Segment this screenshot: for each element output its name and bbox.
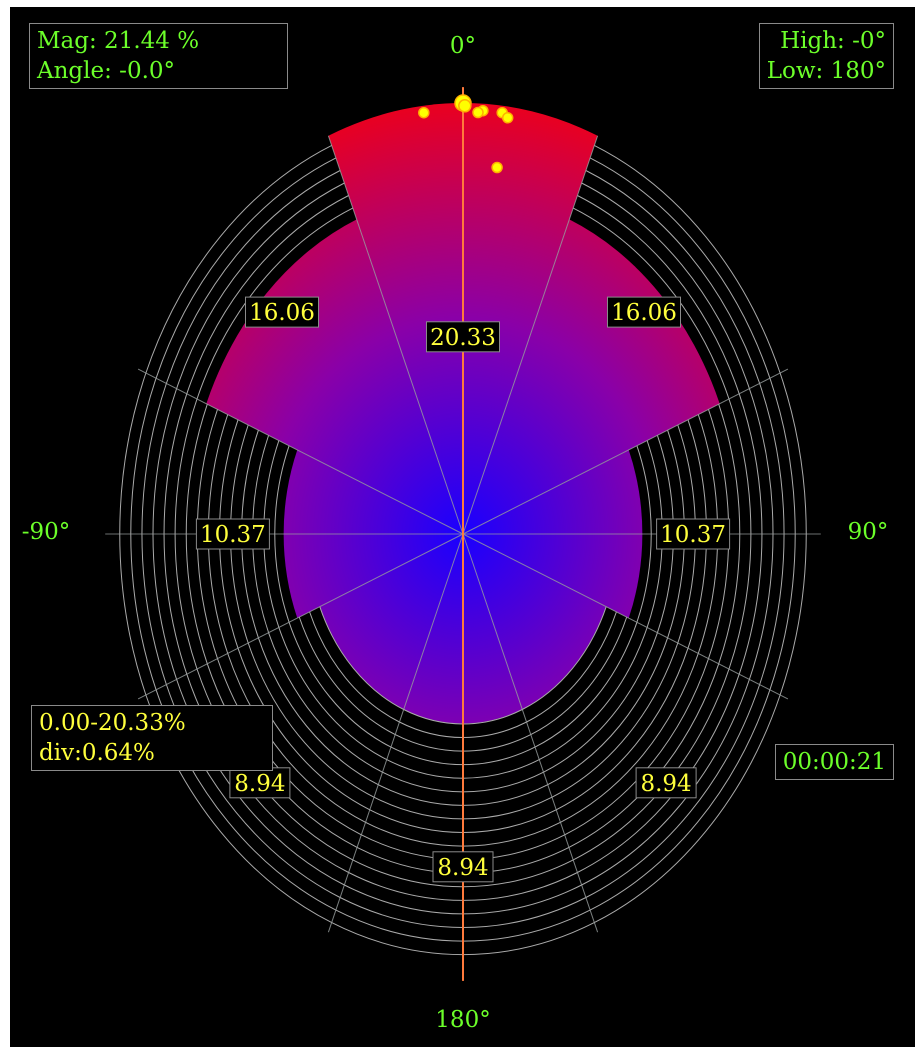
value-label-text-4: 8.94 <box>437 855 488 881</box>
sample-point-layer <box>418 94 514 174</box>
grid-ring-26-1 <box>572 207 730 400</box>
value-label-text-3: 8.94 <box>640 771 691 797</box>
grid-ring-20-3 <box>547 637 669 786</box>
range-readout-box: 0.00-20.33% div:0.64% <box>31 705 273 771</box>
value-label-text-0: 20.33 <box>430 325 496 351</box>
grid-ring-21-3 <box>551 642 679 798</box>
sample-point-6 <box>501 112 514 124</box>
value-label-2: 10.37 <box>656 518 731 550</box>
value-label-text-2: 10.37 <box>660 522 726 548</box>
grid-ring-14-5 <box>319 606 404 710</box>
value-label-box-5 <box>229 767 291 799</box>
grid-ring-15-5 <box>309 611 400 723</box>
grid-ring-22-5 <box>237 648 371 811</box>
grid-ring-31-1 <box>594 144 781 374</box>
value-label-text-7: 16.06 <box>249 300 315 326</box>
value-label-text-6: 10.37 <box>200 522 266 548</box>
grid-ring-29-3 <box>585 684 761 898</box>
value-label-box-0 <box>426 321 500 353</box>
angle-label-layer: 0° 90° 180° -90° <box>22 33 889 1033</box>
grid-ring-24-5 <box>217 658 362 836</box>
value-label-text-1: 16.06 <box>611 300 677 326</box>
grid-ring-23-3 <box>560 653 699 823</box>
value-label-3: 8.94 <box>635 767 697 799</box>
angle-readout: Angle: -0.0° <box>37 58 176 84</box>
grid-ring-18-3 <box>539 627 648 761</box>
high-readout: High: -0° <box>780 28 886 54</box>
grid-ring-19-3 <box>543 632 658 773</box>
value-label-box-4 <box>432 851 494 883</box>
value-label-text-5: 8.94 <box>234 771 285 797</box>
value-label-1: 16.06 <box>607 296 681 328</box>
division-readout: div:0.64% <box>39 740 155 766</box>
value-label-7: 16.06 <box>245 296 319 328</box>
magnitude-readout: Mag: 21.44 % <box>37 28 200 54</box>
range-readout: 0.00-20.33% <box>39 710 186 736</box>
angle-label-0: 0° <box>450 33 476 59</box>
grid-ring-27-1 <box>577 195 740 394</box>
grid-ring-20-5 <box>257 637 379 786</box>
sector-spoke-4 <box>462 533 599 933</box>
value-label-box-1 <box>607 296 681 328</box>
grid-ring-14-3 <box>522 606 607 710</box>
wind-rose-chart: 0° 90° 180° -90° 20.33 16.06 10.37 8.94 8.94 8.9… <box>22 33 889 1033</box>
value-label-layer: 20.33 16.06 10.37 8.94 8.94 8.94 10.37 16.06 <box>195 296 731 883</box>
grid-ring-31-3 <box>594 694 781 924</box>
grid-ring-19-5 <box>268 632 383 773</box>
value-label-box-7 <box>245 296 319 328</box>
grid-ring-30-1 <box>589 157 771 379</box>
value-label-box-2 <box>656 518 731 550</box>
sector-spoke-3 <box>462 533 789 700</box>
grid-ring-17-3 <box>534 622 638 748</box>
value-label-0: 20.33 <box>426 321 500 353</box>
sector-spoke-2 <box>462 368 789 535</box>
angle-label-3: -90° <box>22 519 71 545</box>
spoke-layer <box>105 135 821 933</box>
sector-spoke-7 <box>137 368 464 535</box>
angle-label-1: 90° <box>848 519 889 545</box>
high-low-readout-box: High: -0° Low: 180° <box>758 23 894 89</box>
grid-ring-29-7 <box>165 170 341 384</box>
grid-ring-24-3 <box>564 658 709 836</box>
grid-ring-22-3 <box>555 648 689 811</box>
grid-ring-29-1 <box>585 170 761 384</box>
sample-point-7 <box>491 161 503 174</box>
elapsed-time-box: 00:00:21 <box>774 744 894 780</box>
grid-ring-16-5 <box>298 616 396 736</box>
grid-ring-31-7 <box>145 144 332 374</box>
rose-sector-3 <box>463 534 606 710</box>
value-label-box-3 <box>635 767 697 799</box>
grid-ring-28-3 <box>581 679 750 886</box>
sample-point-4 <box>472 106 484 119</box>
sector-spoke-1 <box>462 135 599 535</box>
sample-point-1 <box>458 99 472 113</box>
sector-spoke-6 <box>137 533 464 700</box>
sample-point-2 <box>418 106 430 119</box>
grid-ring-15-3 <box>526 611 617 723</box>
value-label-4: 8.94 <box>432 851 494 883</box>
grid-ring-23-5 <box>227 653 366 823</box>
grid-ring-16-3 <box>530 616 628 736</box>
grid-ring-30-3 <box>589 689 771 911</box>
grid-ring-21-5 <box>247 642 375 798</box>
elapsed-time: 00:00:21 <box>782 749 886 775</box>
magnitude-readout-box: Mag: 21.44 % Angle: -0.0° <box>29 23 288 89</box>
value-label-box-6 <box>195 518 270 550</box>
grid-ring-27-7 <box>186 195 349 394</box>
rose-sector-5 <box>320 534 463 710</box>
sector-spoke-0 <box>327 135 464 535</box>
angle-label-2: 180° <box>435 1007 490 1033</box>
sector-spoke-5 <box>327 533 464 933</box>
low-readout: Low: 180° <box>766 58 886 84</box>
value-label-5: 8.94 <box>229 767 291 799</box>
grid-ring-28-1 <box>581 182 750 389</box>
wind-rose-panel: 0° 90° 180° -90° 20.33 16.06 10.37 8.94 8.94 8.9… <box>10 7 915 1047</box>
grid-ring-28-7 <box>176 182 345 389</box>
grid-ring-18-5 <box>278 627 387 761</box>
grid-ring-17-5 <box>288 622 392 748</box>
grid-ring-30-7 <box>155 157 337 379</box>
value-label-6: 10.37 <box>195 518 270 550</box>
grid-ring-26-7 <box>196 207 354 400</box>
